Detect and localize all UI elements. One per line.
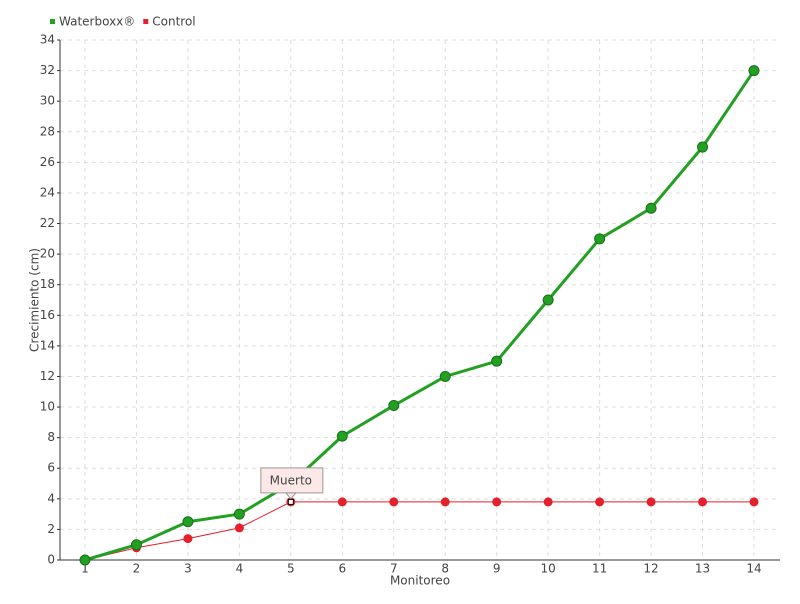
y-tick-label: 32 bbox=[40, 63, 55, 77]
y-tick-label: 14 bbox=[40, 338, 55, 352]
y-tick-label: 4 bbox=[47, 491, 55, 505]
data-point bbox=[183, 534, 193, 544]
x-tick-label: 4 bbox=[236, 562, 244, 576]
data-point bbox=[646, 497, 656, 507]
y-tick-label: 24 bbox=[40, 185, 55, 199]
y-tick-label: 12 bbox=[40, 369, 55, 383]
x-tick-label: 2 bbox=[133, 562, 141, 576]
x-tick-label: 8 bbox=[441, 562, 449, 576]
data-point bbox=[440, 497, 450, 507]
x-tick-label: 9 bbox=[493, 562, 501, 576]
series-line bbox=[84, 69, 756, 562]
data-point bbox=[491, 355, 503, 367]
x-tick-label: 6 bbox=[338, 562, 346, 576]
x-tick-label: 11 bbox=[592, 562, 607, 576]
y-axis-label: Crecimiento (cm) bbox=[28, 248, 42, 352]
x-axis-label: Monitoreo bbox=[390, 574, 450, 588]
data-point bbox=[130, 539, 142, 551]
data-point bbox=[698, 497, 708, 507]
data-point bbox=[234, 523, 244, 533]
annotation: Muerto bbox=[260, 467, 324, 505]
y-tick-label: 26 bbox=[40, 155, 55, 169]
annotation-pointer bbox=[284, 492, 297, 500]
legend-label: Waterboxx® bbox=[59, 15, 135, 29]
annotation-text: Muerto bbox=[270, 473, 312, 487]
series-line bbox=[84, 501, 754, 561]
x-tick-label: 1 bbox=[81, 562, 89, 576]
y-tick-label: 34 bbox=[40, 33, 55, 47]
data-point bbox=[749, 497, 759, 507]
y-tick-label: 28 bbox=[40, 124, 55, 138]
data-point bbox=[595, 497, 605, 507]
y-tick-label: 0 bbox=[47, 553, 55, 567]
data-point bbox=[336, 430, 348, 442]
data-point bbox=[748, 65, 760, 77]
data-point bbox=[492, 497, 502, 507]
data-point bbox=[182, 516, 194, 528]
data-point bbox=[233, 508, 245, 520]
y-tick-label: 18 bbox=[40, 277, 55, 291]
y-tick-label: 2 bbox=[47, 522, 55, 536]
data-point bbox=[594, 233, 606, 245]
y-tick-label: 22 bbox=[40, 216, 55, 230]
data-point bbox=[543, 497, 553, 507]
data-point bbox=[389, 497, 399, 507]
legend-swatch bbox=[143, 19, 149, 24]
x-tick-label: 13 bbox=[695, 562, 710, 576]
annotation-marker bbox=[287, 498, 294, 505]
x-tick-label: 3 bbox=[184, 562, 192, 576]
data-point bbox=[542, 294, 554, 306]
y-tick-label: 30 bbox=[40, 94, 55, 108]
x-tick-label: 14 bbox=[746, 562, 761, 576]
data-point bbox=[645, 202, 657, 214]
x-tick-label: 5 bbox=[287, 562, 295, 576]
legend-swatch bbox=[50, 19, 55, 24]
annotation-box bbox=[260, 467, 324, 494]
y-tick-label: 20 bbox=[40, 247, 55, 261]
x-tick-label: 10 bbox=[541, 562, 556, 576]
y-tick-label: 10 bbox=[40, 400, 55, 414]
data-point bbox=[388, 400, 400, 412]
data-point bbox=[337, 497, 347, 507]
y-tick-label: 16 bbox=[40, 308, 55, 322]
x-tick-label: 12 bbox=[643, 562, 658, 576]
y-tick-label: 6 bbox=[47, 461, 55, 475]
legend-label: Control bbox=[152, 15, 195, 29]
x-tick-label: 7 bbox=[390, 562, 398, 576]
data-point bbox=[79, 554, 91, 566]
data-point bbox=[697, 141, 709, 153]
data-point bbox=[439, 370, 451, 382]
y-tick-label: 8 bbox=[47, 430, 55, 444]
